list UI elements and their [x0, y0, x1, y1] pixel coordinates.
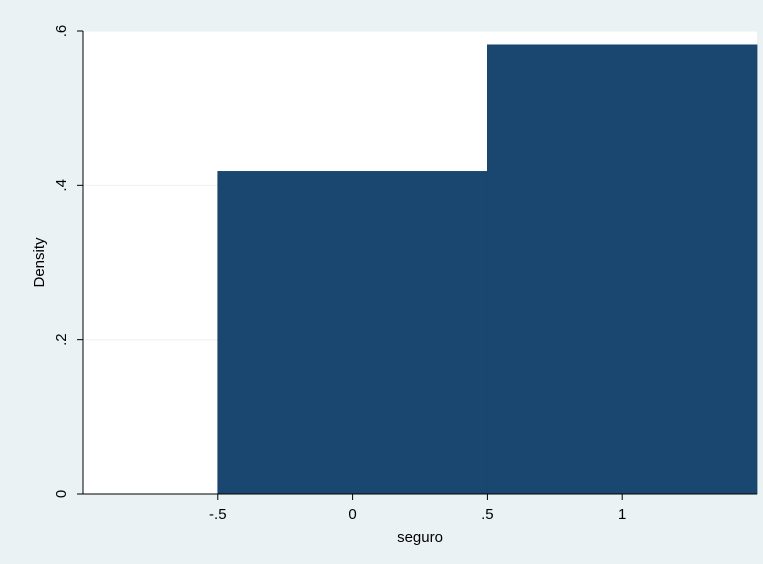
- y-axis-title: Density: [31, 237, 48, 288]
- y-tick-label-2: .4: [53, 179, 70, 192]
- x-tick-label-3: 1: [618, 506, 626, 523]
- y-tick-label-3: .6: [53, 25, 70, 38]
- x-tick-label-2: .5: [481, 506, 494, 523]
- y-tick-label-0: 0: [53, 490, 70, 498]
- x-ticks: -.5 0 .5 1: [209, 494, 626, 523]
- y-tick-label-1: .2: [53, 333, 70, 346]
- y-ticks: 0 .2 .4 .6: [53, 25, 83, 498]
- x-axis-title: seguro: [397, 529, 443, 546]
- bar-0: [217, 171, 488, 495]
- bars: [217, 44, 758, 495]
- x-tick-label-1: 0: [348, 506, 356, 523]
- x-tick-label-0: -.5: [209, 506, 227, 523]
- bar-1: [486, 44, 758, 495]
